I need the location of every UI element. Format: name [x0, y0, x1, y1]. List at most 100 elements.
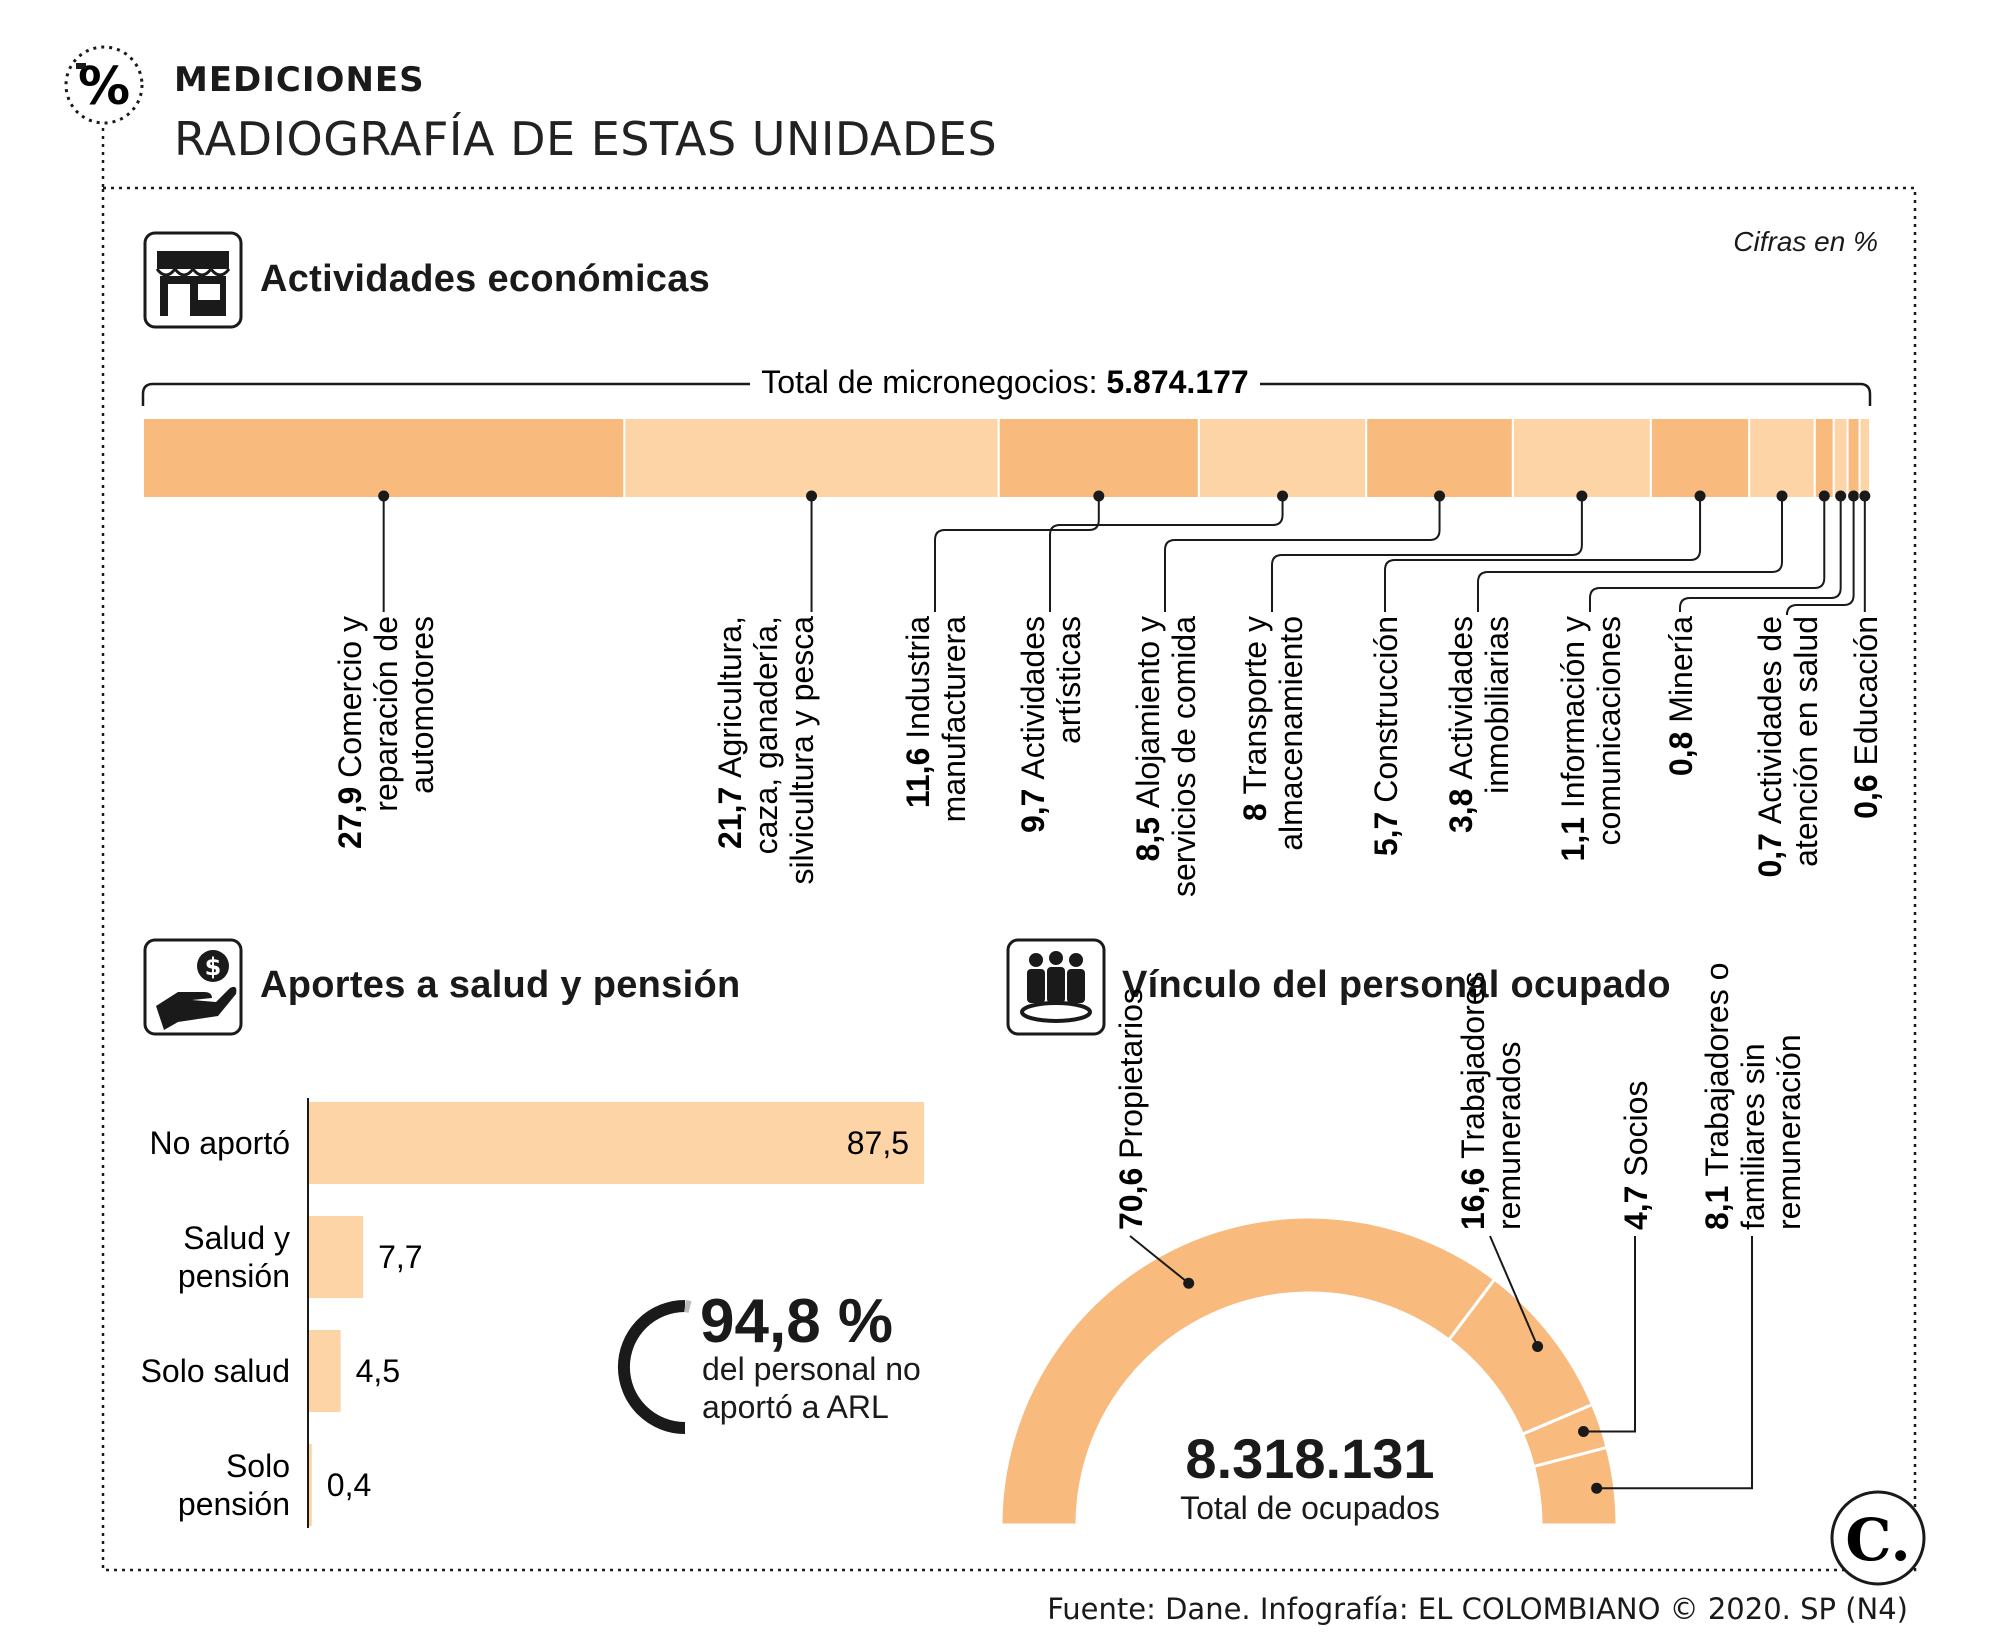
activity-label: 11,6 Industriamanufacturera: [900, 616, 972, 823]
contributions-title: Aportes a salud y pensión: [260, 964, 741, 1006]
employment-half-donut: 70,6 Propietarios 16,6 Trabajadoresremune…: [999, 963, 1807, 1527]
contribution-category: No aportó: [149, 1125, 290, 1161]
source-credit: Fuente: Dane. Infografía: EL COLOMBIANO …: [1047, 1592, 1908, 1626]
contribution-category: Solo pensión: [178, 1448, 290, 1522]
employment-label: 8,1 Trabajadores ofamiliares sinremunera…: [1699, 963, 1807, 1230]
employment-slice: [999, 1215, 1497, 1527]
dotted-frame: [101, 186, 1917, 1572]
section-kicker: MEDICIONES: [174, 60, 425, 100]
activity-leader-line: [1164, 496, 1441, 612]
page-title: RADIOGRAFÍA DE ESTAS UNIDADES: [174, 112, 998, 166]
hand-money-icon: $: [143, 938, 243, 1036]
contribution-category: Salud y pensión: [178, 1220, 290, 1294]
activity-segment: [1832, 417, 1849, 499]
activity-segment: [1748, 417, 1816, 499]
activity-leader-line: [934, 496, 1100, 612]
activity-segment: [1846, 417, 1861, 499]
arl-caption: del personal no aportó a ARL: [702, 1350, 962, 1426]
employment-leader-line: [1129, 1235, 1190, 1285]
activities-stacked-bar: 27,9 Comercio yreparación deautomotores 2…: [142, 417, 1884, 897]
activity-segment: [1649, 417, 1751, 499]
contributions-bar-chart: 87,5 No aportó 7,7 Salud y pensión 4,5 Solo sa…: [141, 1098, 924, 1528]
svg-text:$: $: [205, 953, 222, 981]
activity-value: 21,7: [712, 778, 748, 849]
activity-leader-line: [1049, 496, 1284, 612]
activity-segment: [1365, 417, 1514, 499]
activity-leader-line: [1589, 496, 1826, 612]
people-group-icon: [1006, 938, 1106, 1036]
activity-segment: [1813, 417, 1835, 499]
activity-segment: [997, 417, 1200, 499]
employment-leader-line: [1596, 1236, 1753, 1490]
activity-label: 8 Transporte yalmacenamiento: [1237, 616, 1309, 851]
activity-value: 1,1: [1555, 808, 1591, 861]
svg-text:%: %: [78, 57, 130, 117]
activities-title: Actividades económicas: [260, 258, 711, 300]
svg-text:Total de micronegocios: 5.874.: Total de micronegocios: 5.874.177: [761, 364, 1248, 400]
employment-title: Vínculo del personal ocupado: [1122, 964, 1671, 1006]
activity-label: 3,8 Actividadesinmobiliarias: [1443, 616, 1515, 833]
activity-segment: [1858, 417, 1871, 499]
activity-segment: [623, 417, 1000, 499]
arl-ring-icon: [618, 1300, 692, 1434]
arl-percent: 94,8 %: [700, 1287, 894, 1356]
activity-label: 8,5 Alojamiento yservicios de comida: [1130, 616, 1202, 897]
total-micronegocios-value: 5.874.177: [1106, 364, 1248, 400]
activity-leader-line: [1384, 496, 1702, 612]
activity-leader-line: [1679, 496, 1842, 612]
arl-caption-line-1: del personal no: [702, 1351, 921, 1387]
contribution-bar: [309, 1444, 312, 1526]
el-colombiano-logo: C.: [1830, 1490, 1926, 1586]
employment-value: 16,6: [1455, 1159, 1491, 1230]
activity-value: 9,7: [1015, 780, 1051, 833]
contribution-bar: [309, 1330, 341, 1412]
activity-label: 0,7 Actividades deatención en salud: [1752, 616, 1824, 878]
activity-segment: [1197, 417, 1368, 499]
activity-value: 0,8: [1663, 723, 1699, 776]
activity-label: 9,7 Actividadesartísticas: [1015, 616, 1087, 833]
activity-value: 3,8: [1443, 780, 1479, 833]
arl-caption-line-2: aportó a ARL: [702, 1389, 889, 1425]
contribution-category: Solo salud: [141, 1353, 290, 1389]
employment-total-value: 8.318.131: [1185, 1427, 1435, 1490]
activity-label: 1,1 Información ycomunicaciones: [1555, 616, 1627, 861]
contribution-bar: [309, 1216, 364, 1298]
units-note: Cifras en %: [1733, 226, 1878, 257]
employment-value: 4,7: [1618, 1177, 1654, 1230]
employment-label: 16,6 Trabajadoresremunerados: [1455, 971, 1527, 1230]
activity-value: 0,7: [1752, 824, 1788, 877]
activity-leader-line: [1271, 496, 1583, 612]
contribution-value: 87,5: [847, 1125, 909, 1161]
activity-label: 27,9 Comercio yreparación deautomotores: [332, 616, 440, 849]
employment-leader-line: [1489, 1235, 1539, 1347]
total-bracket: Total de micronegocios: 5.874.177: [141, 364, 1872, 406]
activity-leader-line: [1477, 496, 1784, 612]
contribution-value: 7,7: [378, 1239, 422, 1275]
employment-slice: [1531, 1445, 1619, 1527]
activity-label: 0,8 Minería: [1663, 616, 1699, 776]
employment-leader-line: [1583, 1236, 1636, 1433]
store-icon: [143, 231, 243, 329]
activity-label: 21,7 Agricultura,caza, ganadería,silvicu…: [712, 616, 820, 885]
activity-label: 0,6 Educación: [1848, 616, 1884, 819]
percent-badge-icon: %: [64, 45, 144, 125]
employment-label: 70,6 Propietarios: [1113, 988, 1149, 1230]
activity-segment: [1511, 417, 1652, 499]
employment-value: 8,1: [1699, 1177, 1735, 1230]
activity-label: 5,7 Construcción: [1368, 616, 1404, 856]
employment-value: 70,6: [1113, 1159, 1149, 1230]
activity-leader-line: [1786, 496, 1855, 616]
activity-value: 0,6: [1848, 765, 1884, 818]
contribution-value: 0,4: [327, 1467, 371, 1503]
activity-value: 11,6: [900, 739, 936, 808]
activity-value: 8: [1237, 794, 1273, 821]
contribution-value: 4,5: [356, 1353, 400, 1389]
contribution-bar: [309, 1102, 924, 1184]
employment-label: 4,7 Socios: [1618, 1081, 1654, 1230]
logo-text: C.: [1845, 1506, 1910, 1574]
activity-value: 5,7: [1368, 803, 1404, 856]
activity-segment: [142, 417, 626, 499]
employment-total-label: Total de ocupados: [1180, 1490, 1440, 1526]
activity-value: 8,5: [1130, 808, 1166, 861]
